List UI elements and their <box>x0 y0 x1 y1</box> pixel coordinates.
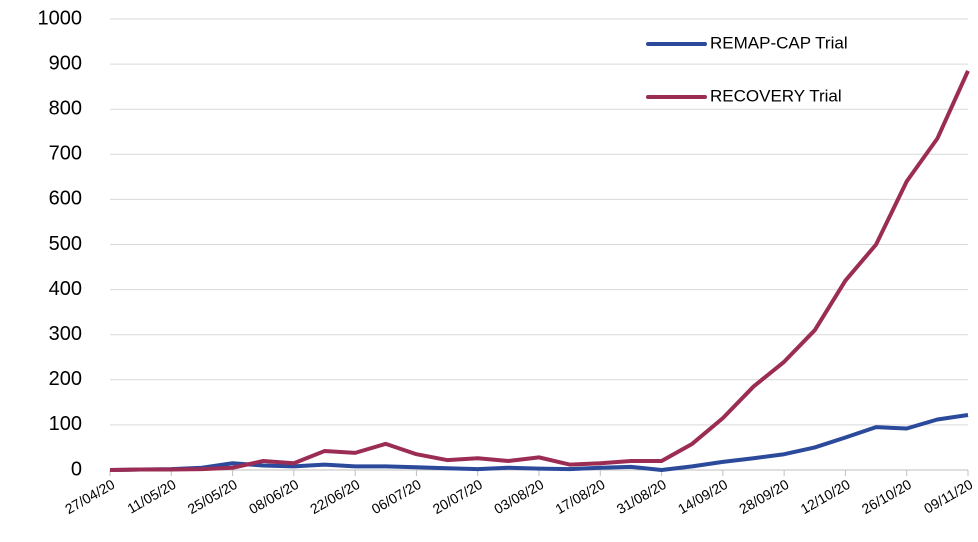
x-tick-label: 17/08/20 <box>552 476 607 517</box>
series-line <box>109 412 969 472</box>
x-tick-label: 14/09/20 <box>675 476 730 517</box>
x-tick-label: 09/11/20 <box>921 476 975 517</box>
legend-label: RECOVERY Trial <box>710 86 842 105</box>
x-tick-label: 26/10/20 <box>859 476 914 517</box>
x-tick-label: 25/05/20 <box>185 476 240 517</box>
x-tick-label: 08/06/20 <box>246 476 301 517</box>
y-tick-label: 600 <box>49 188 82 210</box>
y-tick-label: 700 <box>49 143 82 165</box>
x-tick-label: 12/10/20 <box>798 476 853 517</box>
y-tick-label: 800 <box>49 97 82 119</box>
y-tick-label: 500 <box>49 233 82 255</box>
legend-label: REMAP-CAP Trial <box>710 33 848 52</box>
series-line <box>109 70 970 472</box>
y-tick-label: 0 <box>71 458 82 480</box>
x-tick-label: 03/08/20 <box>491 476 546 517</box>
x-tick-label: 20/07/20 <box>430 476 485 517</box>
y-tick-label: 1000 <box>38 7 83 29</box>
x-tick-label: 06/07/20 <box>369 476 424 517</box>
x-tick-label: 22/06/20 <box>307 476 362 517</box>
y-tick-label: 200 <box>49 368 82 390</box>
x-tick-label: 28/09/20 <box>736 476 791 517</box>
x-tick-label: 27/04/20 <box>62 476 117 517</box>
x-tick-label: 11/05/20 <box>124 476 178 517</box>
x-tick-label: 31/08/20 <box>614 476 669 517</box>
y-tick-label: 900 <box>49 52 82 74</box>
y-tick-label: 100 <box>49 413 82 435</box>
y-tick-label: 400 <box>49 278 82 300</box>
y-tick-label: 300 <box>49 323 82 345</box>
